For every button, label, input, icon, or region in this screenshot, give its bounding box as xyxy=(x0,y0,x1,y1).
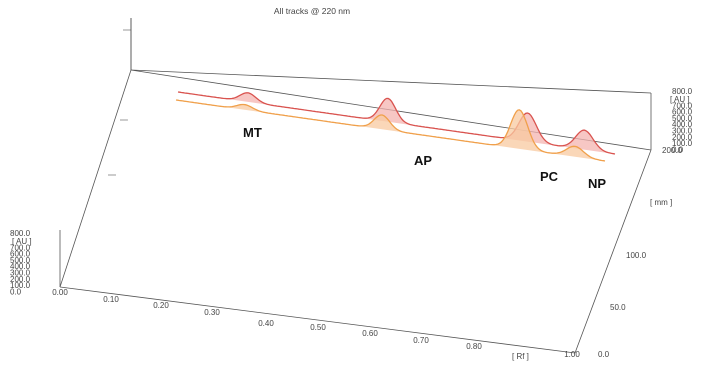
x-axis-label: [ Rf ] xyxy=(512,352,529,361)
floor-right-edge xyxy=(574,149,652,354)
x-tick-label: 0.40 xyxy=(258,319,274,328)
z-tick-label-right: 0.0 xyxy=(672,145,684,154)
track-line xyxy=(175,99,606,162)
x-tick-label: 1.00 xyxy=(564,350,580,359)
y-tick-label: 100.0 xyxy=(626,251,647,260)
axes-box xyxy=(59,18,652,354)
y-tick-label: 0.0 xyxy=(598,350,610,359)
track-fill xyxy=(178,92,615,154)
z-tick-label-left: 100.0 xyxy=(10,281,31,290)
z-axis-label-left: [ AU ] xyxy=(12,237,32,246)
chart-title: All tracks @ 220 nm xyxy=(274,6,350,16)
floor-left-edge xyxy=(59,69,132,288)
peak-label-mt: MT xyxy=(243,125,262,140)
z-tick-label-left: 300.0 xyxy=(10,269,31,278)
back-vertical-ticks xyxy=(108,29,131,176)
tracks xyxy=(175,91,616,162)
z-tick-label-right: 300.0 xyxy=(672,127,693,136)
z-tick-label-left: 400.0 xyxy=(10,262,31,271)
z-tick-label-left: 600.0 xyxy=(10,250,31,259)
peak-label-ap: AP xyxy=(414,153,432,168)
z-axis-label-right: [ AU ] xyxy=(670,95,690,104)
x-tick-label: 0.60 xyxy=(362,329,378,338)
tick-labels: 0.00 0.10 0.20 0.30 0.40 0.50 0.60 0.70 0.80 1.00… xyxy=(10,87,693,359)
z-tick-label-right: 800.0 xyxy=(672,87,693,96)
y-axis-label: [ mm ] xyxy=(650,198,672,207)
x-tick-label: 0.00 xyxy=(52,288,68,297)
x-tick-label: 0.20 xyxy=(153,301,169,310)
y-tick-label: 200.0 xyxy=(662,146,683,155)
z-tick-label-right: 600.0 xyxy=(672,108,693,117)
x-tick-label: 0.80 xyxy=(466,342,482,351)
z-tick-label-left: 0.0 xyxy=(10,287,22,296)
x-tick-label: 0.10 xyxy=(103,295,119,304)
z-tick-label-right: 700.0 xyxy=(672,101,693,110)
peak-label-np: NP xyxy=(588,176,606,191)
peak-label-pc: PC xyxy=(540,169,559,184)
z-tick-label-right: 200.0 xyxy=(672,133,693,142)
z-tick-label-left: 500.0 xyxy=(10,256,31,265)
floor-front-edge xyxy=(59,286,576,354)
z-tick-label-right: 500.0 xyxy=(672,114,693,123)
z-tick-label-right: 400.0 xyxy=(672,120,693,129)
x-tick-label: 0.30 xyxy=(204,308,220,317)
z-tick-label-left: 700.0 xyxy=(10,243,31,252)
z-tick-label-left: 200.0 xyxy=(10,275,31,284)
z-tick-label-right: 100.0 xyxy=(672,139,693,148)
x-tick-label: 0.50 xyxy=(310,323,326,332)
track-line xyxy=(177,91,616,155)
z-tick-label-left: 800.0 xyxy=(10,229,31,238)
y-tick-label: 50.0 xyxy=(610,303,626,312)
x-tick-label: 0.70 xyxy=(413,336,429,345)
